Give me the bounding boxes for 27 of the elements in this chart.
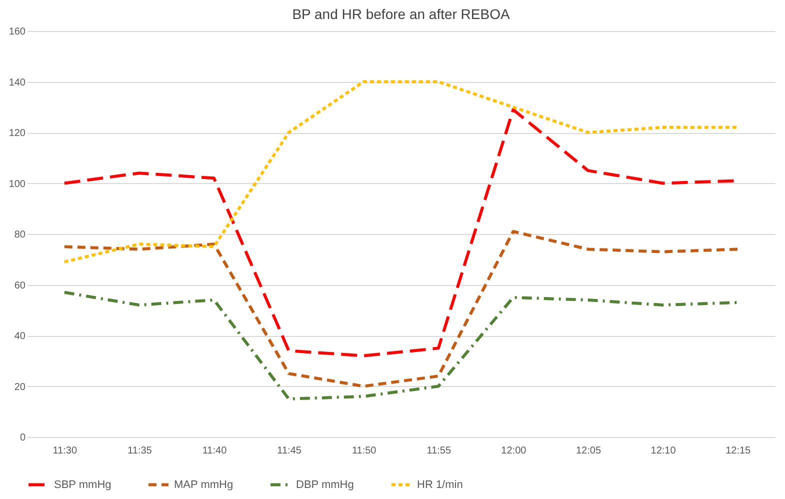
x-tick-label: 12:10 xyxy=(650,446,676,456)
line-series xyxy=(62,230,740,388)
x-tick-label: 11:50 xyxy=(352,446,377,456)
y-tick-label: 120 xyxy=(8,128,26,139)
x-tick-label: 11:35 xyxy=(128,446,152,456)
y-tick-label: 80 xyxy=(14,230,26,240)
x-tick-label: 11:55 xyxy=(426,446,452,456)
x-tick-label: 12:05 xyxy=(576,446,602,456)
y-tick-label: 160 xyxy=(8,26,26,38)
legend-label: MAP mmHg xyxy=(174,478,234,491)
x-tick-label: 11:45 xyxy=(277,446,302,456)
y-tick-label: 0 xyxy=(20,432,26,444)
line-series xyxy=(62,80,740,264)
chart-title: BP and HR before an after REBOA xyxy=(292,6,510,22)
x-tick-label: 12:00 xyxy=(501,446,527,456)
legend-label: DBP mmHg xyxy=(296,478,354,491)
x-tick-label: 11:40 xyxy=(202,446,228,456)
line-series xyxy=(62,290,740,400)
y-tick-label: 20 xyxy=(14,382,26,393)
y-tick-label: 140 xyxy=(8,77,26,88)
y-tick-label: 100 xyxy=(8,178,26,190)
legend-label: SBP mmHg xyxy=(54,478,112,491)
y-tick-label: 40 xyxy=(14,331,26,342)
x-tick-label: 11:30 xyxy=(52,446,78,456)
y-tick-label: 60 xyxy=(14,280,26,292)
legend-label: HR 1/min xyxy=(417,478,463,491)
x-tick-label: 12:15 xyxy=(726,446,752,456)
